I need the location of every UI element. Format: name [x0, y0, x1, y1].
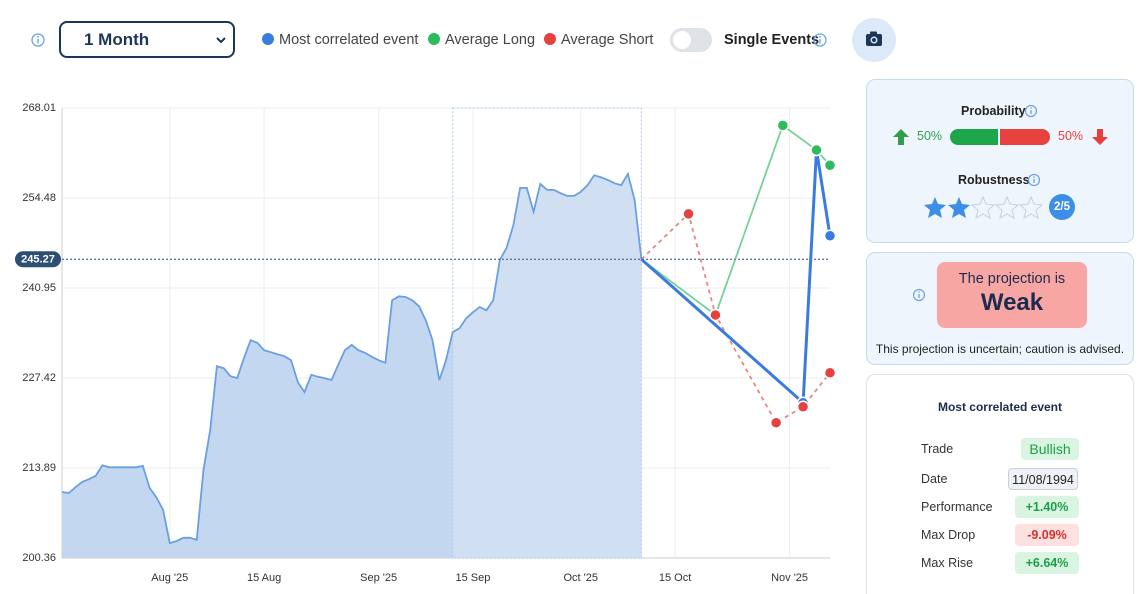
info-icon[interactable]	[1027, 173, 1041, 187]
event-card	[866, 374, 1134, 594]
projection-point	[796, 400, 810, 413]
chevron	[216, 37, 226, 44]
robustness-badge: 2/5	[1049, 194, 1075, 220]
star	[994, 195, 1020, 220]
star	[970, 195, 996, 220]
projection-heading: The projection is	[958, 271, 1066, 287]
row-value: Bullish	[1021, 438, 1079, 460]
legend-swatch	[428, 33, 440, 45]
projection-line	[640, 212, 831, 424]
star	[948, 197, 970, 218]
probability-bar-up	[950, 129, 998, 145]
probability-up: 50%	[917, 129, 943, 143]
highlight-band	[452, 107, 642, 559]
x-tick-label: Oct '25	[563, 572, 598, 584]
camera-button[interactable]	[851, 18, 897, 62]
robustness-title: Robustness	[958, 173, 1030, 187]
x-tick-label: 15 Oct	[659, 572, 691, 584]
current-value-label: 245.27	[21, 254, 55, 266]
toggle-label: Single Events	[724, 32, 820, 48]
period-value: 1 Month	[84, 30, 150, 49]
row-value: -9.09%	[1015, 524, 1079, 546]
projection-point	[709, 308, 722, 322]
info-icon[interactable]	[30, 32, 46, 48]
x-tick-label: 15 Aug	[247, 572, 281, 584]
probability-title: Probability	[961, 104, 1026, 118]
projection-point	[810, 143, 823, 157]
legend-label: Average Short	[561, 32, 654, 48]
projection-note: This projection is uncertain; caution is…	[875, 342, 1125, 356]
legend-label: Average Long	[445, 32, 536, 48]
y-tick-label: 227.42	[22, 372, 56, 384]
up-arrow	[893, 129, 909, 145]
projection-point	[823, 366, 837, 380]
projection-box: The projection is Weak	[937, 262, 1087, 328]
legend-swatch	[544, 33, 556, 45]
row-label: Performance	[921, 500, 993, 514]
legend-item[interactable]: Average Long	[428, 32, 535, 48]
row-value: 11/08/1994	[1008, 468, 1078, 490]
projection-line	[640, 123, 831, 317]
stars	[924, 195, 1044, 220]
x-tick-label: 15 Sep	[456, 572, 491, 584]
legend-label: Most correlated event	[279, 32, 419, 48]
info-icon[interactable]	[1024, 104, 1038, 118]
toggle-knob	[673, 31, 691, 49]
x-tick-label: Nov '25	[771, 572, 808, 584]
probability-down: 50%	[1058, 129, 1084, 143]
info-icon[interactable]	[812, 32, 828, 48]
y-tick-label: 200.36	[22, 552, 56, 564]
probability-card	[866, 79, 1134, 243]
probability-bar-down	[1000, 129, 1050, 145]
row-value: +1.40%	[1015, 496, 1079, 518]
projection-strength: Weak	[980, 289, 1044, 316]
info-icon[interactable]	[912, 288, 926, 302]
row-value: +6.64%	[1015, 552, 1079, 574]
projection-point	[776, 119, 790, 132]
legend-item[interactable]: Average Short	[544, 32, 653, 48]
projection-point	[682, 207, 695, 221]
legend-item[interactable]: Most correlated event	[262, 32, 418, 48]
price-area	[62, 173, 642, 558]
star	[924, 197, 946, 218]
star	[1018, 195, 1044, 220]
row-label: Date	[921, 472, 948, 486]
down-arrow	[1092, 129, 1108, 145]
chart: 200.36 213.89 227.42 240.95 254.48 268.01 Aug …	[15, 102, 837, 584]
y-tick-label: 268.01	[22, 102, 56, 114]
projection-point	[823, 229, 837, 243]
current-value-badge	[15, 251, 61, 268]
row-label: Max Rise	[921, 556, 974, 570]
projection-line	[640, 149, 832, 406]
projection-point	[769, 416, 783, 429]
legend-swatch	[262, 33, 274, 45]
x-tick-label: Sep '25	[360, 572, 397, 584]
x-tick-label: Aug '25	[151, 572, 188, 584]
price-line	[61, 171, 643, 545]
period-select[interactable]: 1 Month	[59, 21, 235, 58]
projection-point	[823, 159, 837, 172]
y-tick-label: 240.95	[22, 282, 56, 294]
row-label: Max Drop	[921, 528, 976, 542]
y-tick-label: 254.48	[22, 192, 56, 204]
event-title: Most correlated event	[937, 400, 1063, 414]
toggle[interactable]	[670, 28, 712, 52]
row-label: Trade	[921, 442, 954, 456]
y-tick-label: 213.89	[22, 462, 56, 474]
